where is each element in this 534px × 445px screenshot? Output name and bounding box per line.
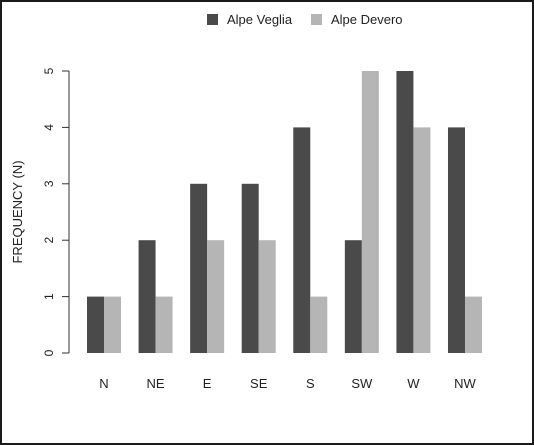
- x-tick-label-sw: SW: [351, 376, 373, 391]
- bar-alpe-devero-sw: [361, 71, 379, 353]
- y-tick-label: 1: [42, 293, 56, 300]
- legend-swatch-alpe-devero: [311, 14, 322, 25]
- y-tick-label: 0: [42, 349, 56, 356]
- y-axis: 0 1 2 3 4 5: [42, 67, 70, 356]
- legend-label-alpe-devero: Alpe Devero: [331, 12, 403, 27]
- x-tick-label-ne: NE: [147, 376, 165, 391]
- x-tick-label-n: N: [99, 376, 108, 391]
- bar-alpe-veglia-e: [190, 183, 208, 353]
- y-tick-label: 2: [42, 237, 56, 244]
- bar-alpe-devero-e: [207, 240, 225, 353]
- bar-alpe-devero-ne: [155, 296, 173, 353]
- y-tick-label: 3: [42, 180, 56, 187]
- bar-alpe-veglia-n: [87, 296, 104, 353]
- x-tick-label-nw: NW: [454, 376, 476, 391]
- y-tick-label: 5: [42, 67, 56, 74]
- x-tick-label-w: W: [407, 376, 420, 391]
- x-tick-label-s: S: [306, 376, 315, 391]
- bar-alpe-veglia-sw: [344, 240, 362, 353]
- bar-alpe-veglia-nw: [447, 127, 465, 354]
- y-tick-label: 4: [42, 124, 56, 131]
- x-tick-label-se: SE: [250, 376, 268, 391]
- bar-alpe-veglia-s: [293, 127, 311, 354]
- bar-alpe-veglia-w: [396, 71, 414, 353]
- bar-alpe-devero-nw: [464, 296, 482, 353]
- bar-alpe-devero-w: [413, 127, 431, 354]
- y-axis-title: FREQUENCY (N): [10, 160, 25, 263]
- bar-alpe-devero-s: [310, 296, 328, 353]
- bars: [87, 71, 482, 354]
- legend-swatch-alpe-veglia: [207, 14, 218, 25]
- bar-alpe-veglia-se: [241, 183, 259, 353]
- bar-alpe-devero-n: [104, 296, 121, 353]
- legend-label-alpe-veglia: Alpe Veglia: [227, 12, 293, 27]
- x-tick-label-e: E: [203, 376, 212, 391]
- bar-alpe-veglia-ne: [138, 240, 156, 353]
- legend: Alpe Veglia Alpe Devero: [207, 12, 403, 27]
- x-axis-labels: N NE E SE S SW W NW: [99, 376, 476, 391]
- bar-alpe-devero-se: [258, 240, 276, 353]
